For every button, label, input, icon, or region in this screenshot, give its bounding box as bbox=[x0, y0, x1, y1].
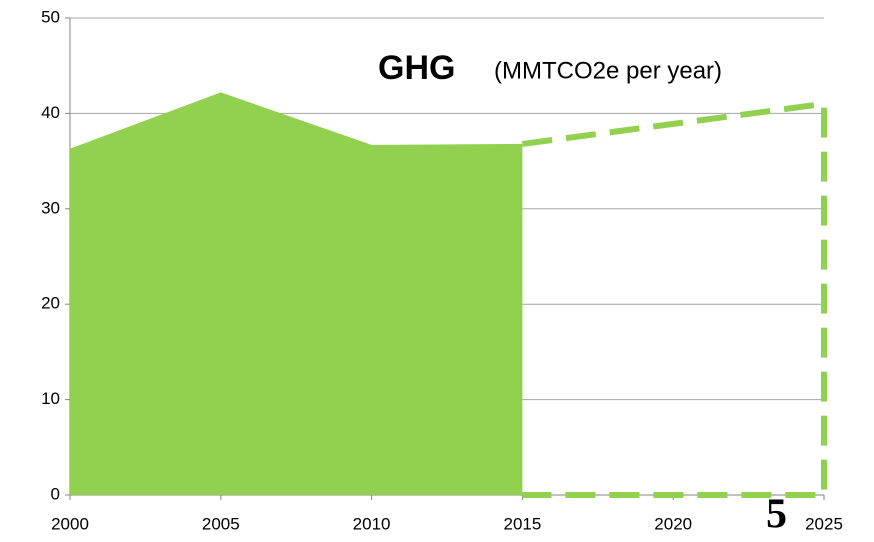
chart-title: GHG bbox=[378, 49, 455, 87]
x-tick-label: 2010 bbox=[353, 514, 391, 533]
chart-subtitle: (MMTCO2e per year) bbox=[494, 57, 722, 84]
y-tick-label: 40 bbox=[41, 103, 60, 122]
y-tick-label: 50 bbox=[41, 7, 60, 26]
projection-area bbox=[522, 100, 827, 498]
y-tick-label: 20 bbox=[41, 294, 60, 313]
x-tick-label: 2025 bbox=[805, 514, 843, 533]
page-number: 5 bbox=[766, 492, 787, 538]
x-tick-label: 2015 bbox=[503, 514, 541, 533]
x-tick-label: 2020 bbox=[654, 514, 692, 533]
y-tick-label: 30 bbox=[41, 198, 60, 217]
y-tick-label: 10 bbox=[41, 389, 60, 408]
labels: GHG (MMTCO2e per year) 5 bbox=[378, 49, 787, 538]
x-tick-label: 2005 bbox=[202, 514, 240, 533]
x-tick-label: 2000 bbox=[51, 514, 89, 533]
marks bbox=[70, 92, 827, 498]
area bbox=[70, 92, 523, 496]
y-tick-label: 0 bbox=[51, 484, 60, 503]
